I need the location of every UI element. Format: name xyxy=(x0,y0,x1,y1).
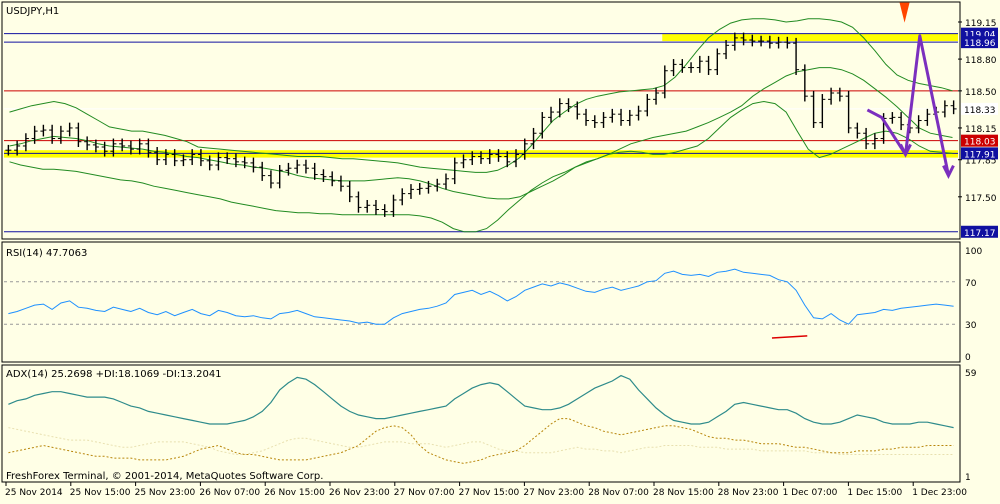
rsi-line xyxy=(8,268,954,325)
rsi-level-label-0: 70 xyxy=(965,279,977,289)
price-axis-label-4: 117.85 xyxy=(965,157,997,167)
down-marker-icon xyxy=(899,2,910,23)
time-axis-label-3: 26 Nov 07:00 xyxy=(199,488,260,498)
time-axis-label-11: 28 Nov 23:00 xyxy=(718,488,779,498)
rsi-divergence-line xyxy=(771,335,808,339)
price-line-label-0: 119.04 xyxy=(964,31,996,41)
time-axis-label-2: 25 Nov 23:00 xyxy=(135,488,196,498)
plus-di-line xyxy=(8,418,954,464)
adx-label: ADX(14) 25.2698 +DI:18.1069 -DI:13.2041 xyxy=(6,369,222,380)
adx-layer xyxy=(8,374,954,464)
time-axis-label-0: 25 Nov 2014 xyxy=(5,488,63,498)
forecast-arrowhead-0 xyxy=(899,143,912,158)
time-axis-label-14: 1 Dec 23:00 xyxy=(912,488,967,498)
bollinger-upper-line xyxy=(9,18,953,173)
price-axis-label-5: 117.50 xyxy=(965,194,997,204)
price-line-label-box-1 xyxy=(961,36,998,49)
bollinger-middle-line xyxy=(9,67,953,200)
rsi-level-label-1: 30 xyxy=(965,321,977,331)
adx-panel-frame xyxy=(1,364,961,483)
price-line-label-box-4 xyxy=(961,134,998,147)
forecast-arrowhead-1 xyxy=(942,164,955,179)
time-axis-label-4: 26 Nov 15:00 xyxy=(264,488,325,498)
price-panel-frame xyxy=(1,1,961,240)
time-axis-label-7: 27 Nov 15:00 xyxy=(459,488,520,498)
price-axis-label-2: 118.50 xyxy=(965,88,997,98)
time-axis-label-13: 1 Dec 15:00 xyxy=(847,488,902,498)
price-axis-label-0: 119.15 xyxy=(965,19,997,29)
rsi-panel-frame xyxy=(1,241,961,363)
rsi-scale-label-0: 100 xyxy=(965,247,982,257)
highlight-zone-0 xyxy=(662,33,958,42)
time-axis-label-10: 28 Nov 15:00 xyxy=(653,488,714,498)
price-line-label-4: 118.03 xyxy=(964,138,996,148)
price-axis-label-1: 118.80 xyxy=(965,56,997,66)
price-line-label-6: 117.17 xyxy=(964,229,996,239)
price-line-label-box-5 xyxy=(961,147,998,160)
rsi-scale-label-1: 0 xyxy=(965,353,971,363)
time-axis-label-6: 27 Nov 07:00 xyxy=(394,488,455,498)
time-axis-label-9: 28 Nov 07:00 xyxy=(588,488,649,498)
price-line-label-1: 118.96 xyxy=(964,39,996,49)
adx-line xyxy=(8,374,954,429)
adx-scale-label-1: 1 xyxy=(965,473,971,483)
rsi-label: RSI(14) 47.7063 xyxy=(6,248,87,259)
adx-scale-label-0: 59 xyxy=(965,369,977,379)
price-line-label-box-3 xyxy=(961,102,998,115)
time-axis-label-1: 25 Nov 15:00 xyxy=(70,488,131,498)
price-line-label-box-6 xyxy=(961,225,998,238)
axis-layer: 119.15 118.80 118.50 118.15 117.85 117.50 119.… xyxy=(5,19,998,498)
symbol-label: USDJPY,H1 xyxy=(6,6,59,17)
price-line-label-3: 118.33 xyxy=(964,106,996,116)
price-layer xyxy=(4,2,958,233)
price-axis-label-3: 118.15 xyxy=(965,125,997,135)
price-line-label-5: 117.91 xyxy=(964,150,996,160)
time-axis-label-8: 27 Nov 23:00 xyxy=(523,488,584,498)
time-axis-label-12: 1 Dec 07:00 xyxy=(783,488,838,498)
time-axis-label-5: 26 Nov 23:00 xyxy=(329,488,390,498)
copyright-footer: FreshForex Terminal, © 2001-2014, MetaQu… xyxy=(6,471,323,482)
bollinger-lower-line xyxy=(9,100,953,233)
rsi-layer xyxy=(4,268,958,339)
minus-di-line xyxy=(8,427,954,455)
